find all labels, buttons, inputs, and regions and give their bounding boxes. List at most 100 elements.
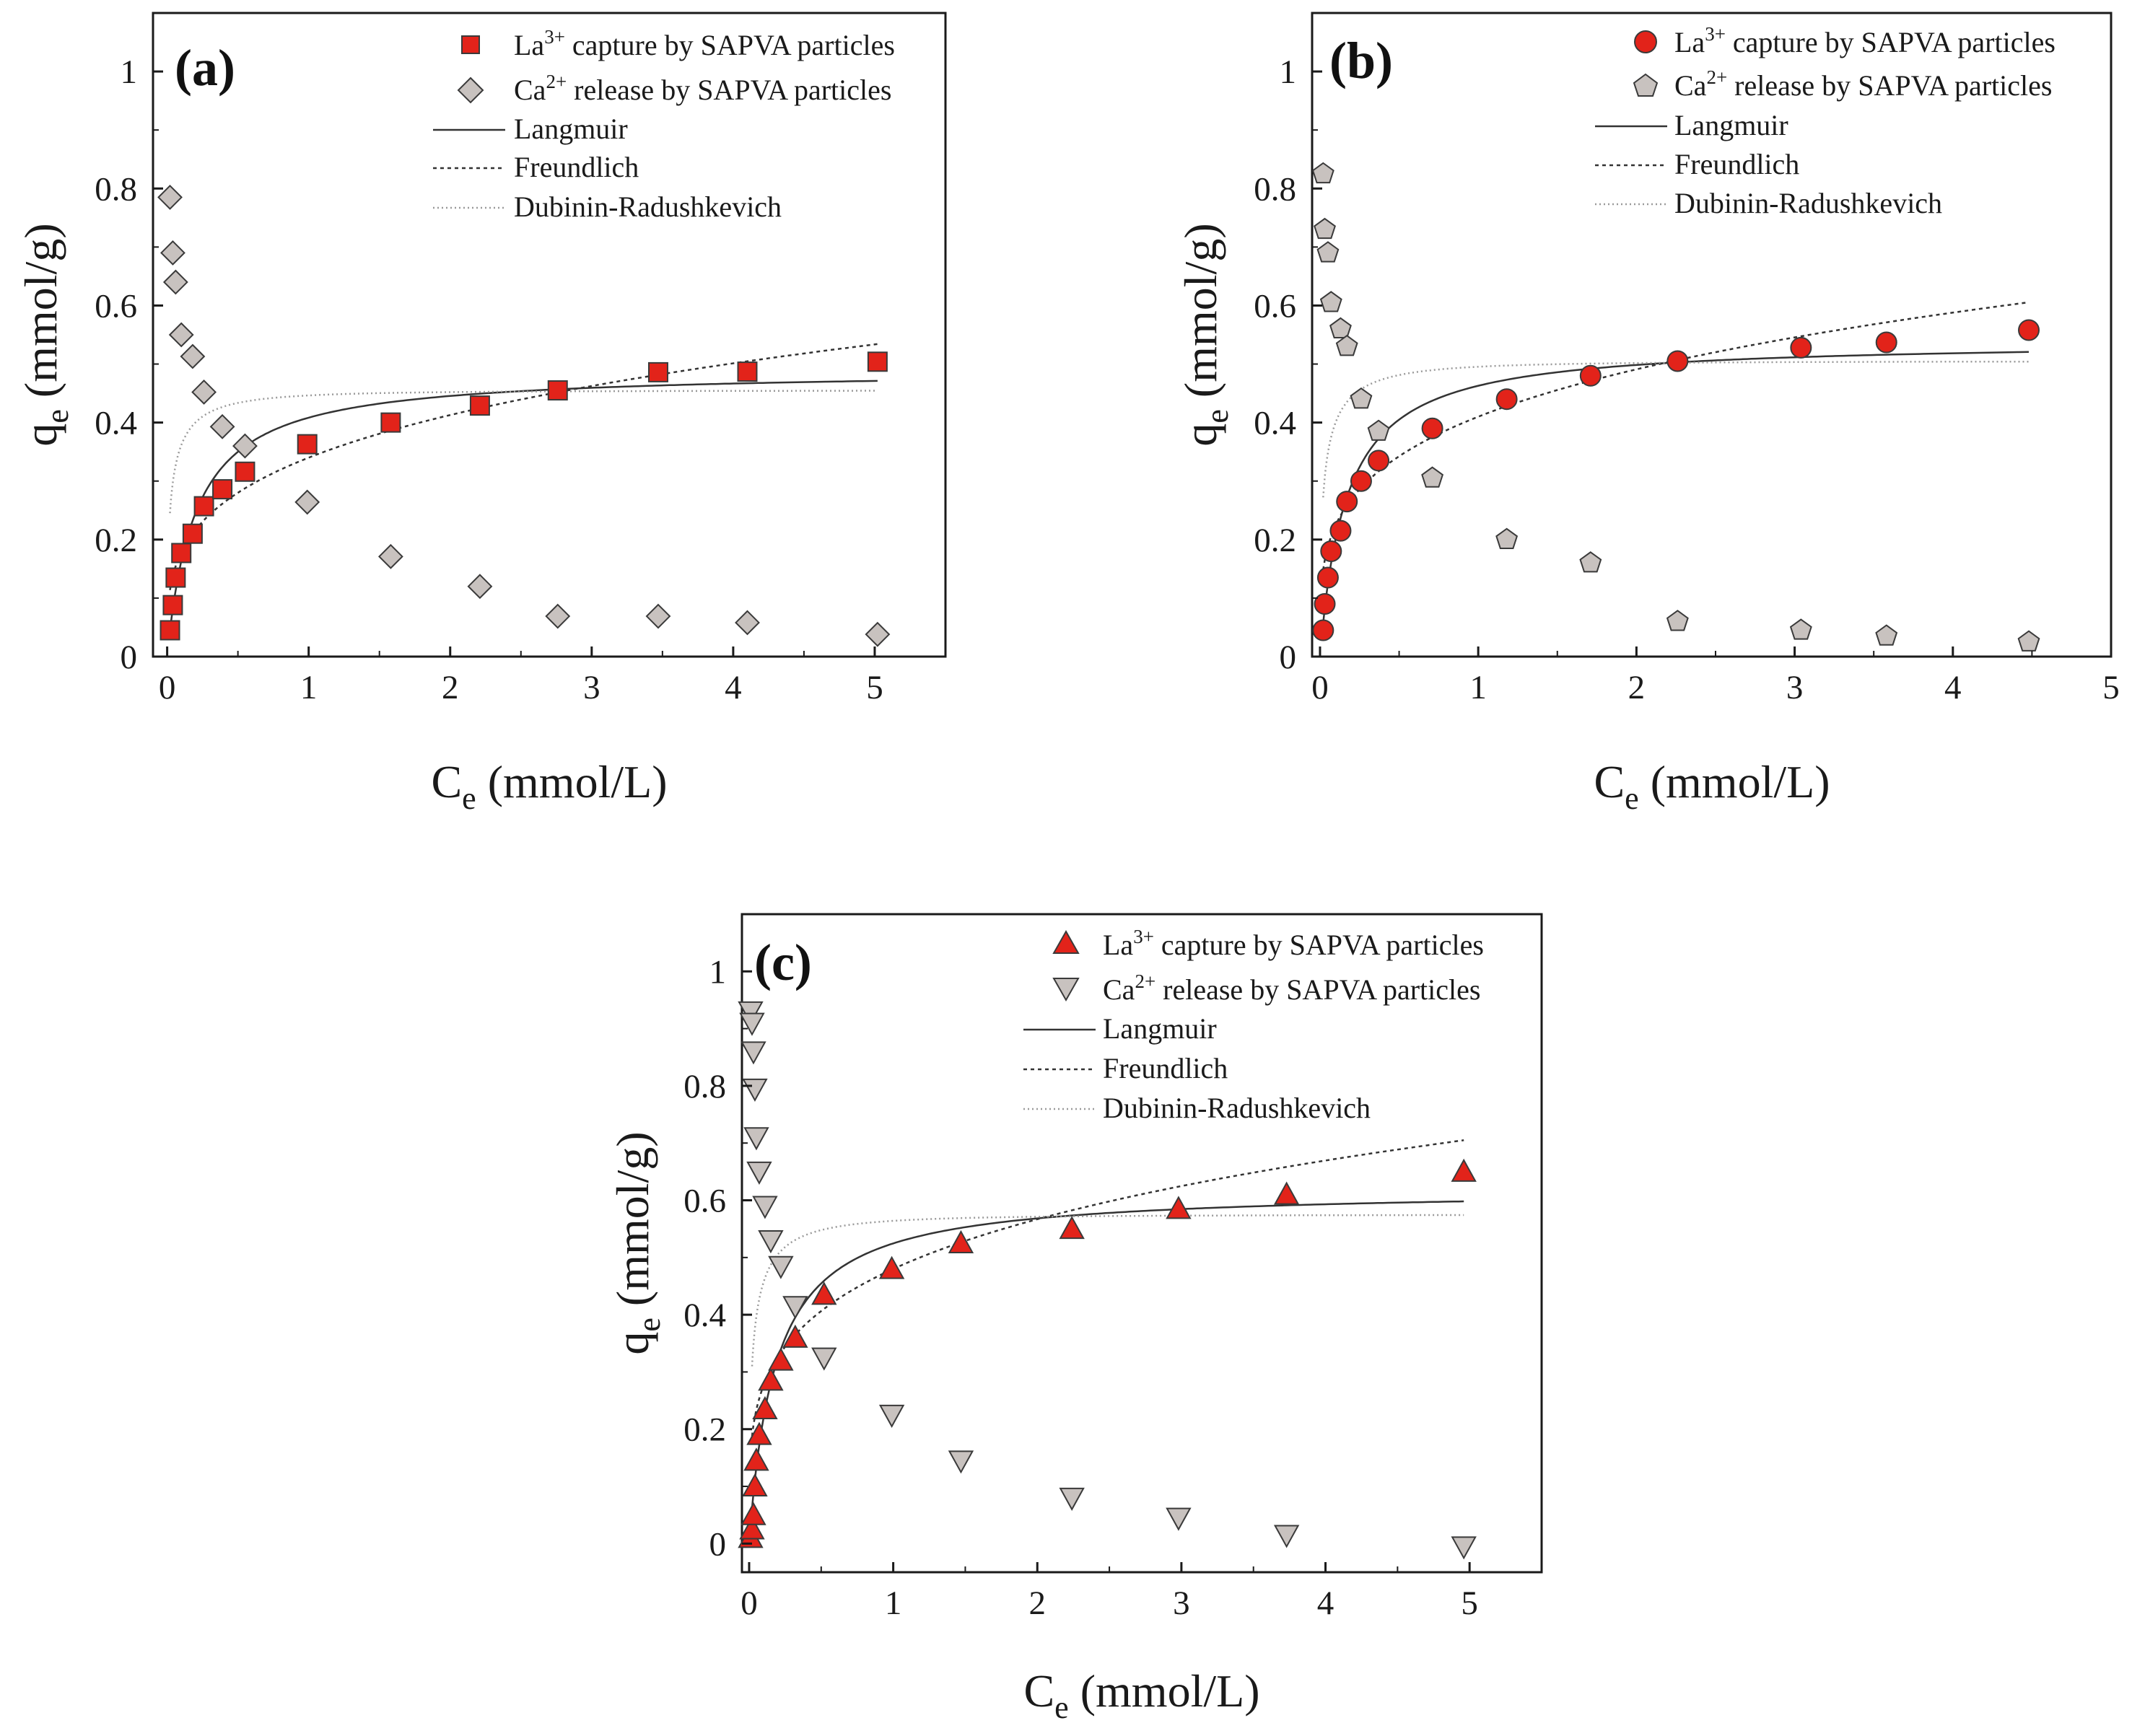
ca-release-point — [1166, 1507, 1192, 1531]
la-capture-point — [1350, 470, 1372, 492]
la-capture-point — [878, 1255, 905, 1279]
fit-curve-langmuir — [1322, 351, 2030, 623]
y-tick-label: 0 — [121, 639, 138, 676]
y-tick-label: 0.8 — [683, 1068, 726, 1105]
x-tick-label: 0 — [159, 669, 176, 706]
y-tick-label: 1 — [121, 53, 138, 91]
la-capture-point — [1875, 331, 1897, 354]
ca-release-point — [1451, 1536, 1477, 1560]
la-capture-point — [1166, 1196, 1192, 1219]
la-capture-point — [1273, 1181, 1300, 1205]
ca-release-point — [758, 1230, 784, 1254]
y-tick-label: 0.8 — [1254, 170, 1296, 208]
ca-release-point — [1875, 624, 1898, 646]
la-capture-point — [1451, 1158, 1477, 1182]
axis-ticks-a: 0 1 2 3 4 5 0 0.2 0.4 0.6 0.8 1 — [95, 53, 883, 706]
ca-release-point — [162, 269, 188, 295]
la-capture-point — [1312, 619, 1334, 641]
plot-frame-b — [1311, 12, 2113, 658]
ca-release-point — [746, 1161, 772, 1185]
x-tick-label: 1 — [300, 669, 318, 706]
x-tick-label: 3 — [1786, 669, 1804, 706]
la-capture-point — [742, 1473, 768, 1497]
ca-release-point — [645, 603, 671, 629]
y-tick-label: 0.6 — [683, 1183, 726, 1220]
legend-c: La3+ capture by SAPVA particles Ca2+ rel… — [1023, 926, 1484, 1124]
la-capture-point — [469, 395, 490, 416]
ca-release-point — [1311, 162, 1334, 184]
y-tick-label: 0.8 — [95, 170, 137, 208]
la-capture-point — [2018, 319, 2040, 341]
legend-entry-langmuir-b: Langmuir — [1674, 109, 1788, 141]
la-capture-point — [739, 1516, 765, 1540]
ca-release-point — [232, 433, 258, 459]
data-markers-b — [1311, 162, 2040, 652]
ca-release-point — [1421, 466, 1444, 488]
x-tick-label: 3 — [1173, 1584, 1190, 1622]
x-tick-label: 1 — [885, 1584, 902, 1622]
la-capture-point — [811, 1281, 837, 1305]
ca-release-point — [1789, 618, 1812, 640]
ca-release-point — [865, 621, 891, 647]
x-axis-label-c: Ce (mmol/L) — [1023, 1665, 1259, 1725]
la-capture-point — [1329, 520, 1352, 542]
legend-entry-ca-c: Ca2+ release by SAPVA particles — [1103, 970, 1480, 1006]
la-capture-point — [1579, 364, 1602, 387]
plot-frame-a — [152, 12, 947, 658]
legend-b: La3+ capture by SAPVA particles Ca2+ rel… — [1595, 23, 2055, 219]
panel-b: 0 1 2 3 4 5 0 0.2 0.4 0.6 0.8 1 (b) Ce (mmol/L) qe … — [1175, 12, 2120, 816]
x-tick-label: 4 — [1944, 669, 1962, 706]
legend-marker-la-b — [1634, 30, 1657, 53]
legend-entry-dr-b: Dubinin-Radushkevich — [1674, 187, 1942, 219]
x-tick-label: 4 — [1317, 1584, 1334, 1622]
ca-release-point — [1495, 527, 1519, 549]
panel-c: 0 1 2 3 4 5 0 0.2 0.4 0.6 0.8 1 (c) Ce (mmol/L) qe … — [607, 913, 1543, 1725]
legend-entry-freundlich-a: Freundlich — [514, 151, 639, 183]
la-capture-point — [1666, 350, 1689, 372]
x-axis-label-a: Ce (mmol/L) — [431, 756, 667, 816]
x-tick-label: 5 — [1461, 1584, 1478, 1622]
ca-release-point — [1273, 1525, 1300, 1548]
y-tick-label: 0.2 — [95, 522, 137, 559]
x-tick-label: 2 — [442, 669, 459, 706]
x-tick-label: 3 — [583, 669, 600, 706]
ca-release-point — [811, 1347, 837, 1371]
plot-frame-c — [740, 913, 1543, 1574]
la-capture-point — [1316, 566, 1339, 589]
ca-release-point — [742, 1078, 768, 1102]
x-tick-label: 2 — [1029, 1584, 1047, 1622]
panel-label-a: (a) — [175, 39, 235, 97]
legend-entry-dr-c: Dubinin-Radushkevich — [1103, 1092, 1371, 1124]
y-tick-label: 1 — [709, 953, 727, 991]
ca-release-point — [735, 610, 760, 636]
x-tick-label: 5 — [2102, 669, 2120, 706]
y-tick-label: 0.6 — [1254, 287, 1296, 325]
y-tick-label: 0.2 — [1254, 522, 1296, 559]
data-markers-c — [738, 1001, 1477, 1560]
la-capture-point — [740, 1502, 766, 1525]
la-capture-point — [547, 380, 568, 401]
ca-release-point — [160, 240, 185, 266]
x-tick-label: 5 — [866, 669, 883, 706]
legend-entry-freundlich-b: Freundlich — [1674, 148, 1799, 180]
la-capture-point — [162, 595, 183, 615]
ca-release-point — [1367, 419, 1390, 441]
la-capture-point — [1421, 417, 1443, 439]
y-tick-label: 0 — [1280, 639, 1297, 676]
ca-release-point — [1059, 1487, 1085, 1511]
ca-release-point — [752, 1196, 778, 1219]
la-capture-point — [297, 434, 318, 455]
y-axis-label-b: qe (mmol/g) — [1175, 223, 1235, 446]
la-capture-point — [1320, 540, 1342, 563]
y-axis-label-c: qe (mmol/g) — [607, 1131, 667, 1354]
la-capture-point — [1314, 593, 1336, 615]
ca-release-point — [1314, 217, 1336, 240]
la-capture-point — [165, 567, 186, 588]
la-capture-point — [212, 479, 233, 500]
legend-marker-la-c — [1052, 929, 1080, 954]
y-tick-label: 0.4 — [1254, 405, 1296, 442]
ca-release-point — [782, 1296, 808, 1320]
fit-curve-dr — [1322, 360, 2029, 498]
